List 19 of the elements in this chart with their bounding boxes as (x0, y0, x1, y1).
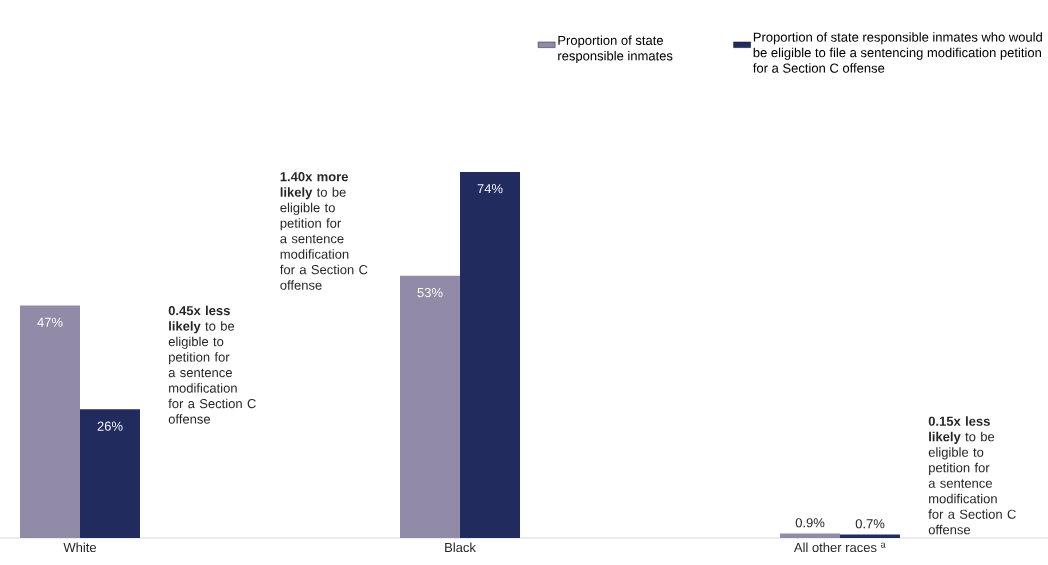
text: 0.45x less likely to be eligible to petition for a sentence modification for a Section C offense (168, 305, 256, 424)
bar (460, 171, 521, 538)
text: 1.40x more likely to be eligible to petition for a sentence modification for a Section C offense (280, 172, 368, 290)
legend-label: Proportion of state responsible inmates (558, 35, 673, 64)
bar (780, 533, 841, 538)
bar (20, 305, 81, 538)
data-label: 47% (37, 317, 63, 327)
x-tick-label: All other races $^{a}$ (793, 542, 886, 553)
x-tick-label: Black (445, 542, 476, 553)
data-label: 0.7% (855, 519, 885, 529)
data-label: 0.9% (795, 518, 825, 528)
data-label: 26% (97, 421, 123, 431)
data-label: 53% (417, 287, 443, 298)
text: 0.15x less likely to be eligible to petition for a sentence modification for a Section C offense (928, 416, 1016, 535)
legend-label: Proportion of state responsible inmates who would be eligible to file a sentencing modification petition for a Section C offense (753, 32, 1042, 73)
x-tick-label: White (63, 542, 97, 553)
data-label: 74% (477, 184, 503, 194)
bar (80, 409, 141, 538)
bar (400, 275, 461, 538)
